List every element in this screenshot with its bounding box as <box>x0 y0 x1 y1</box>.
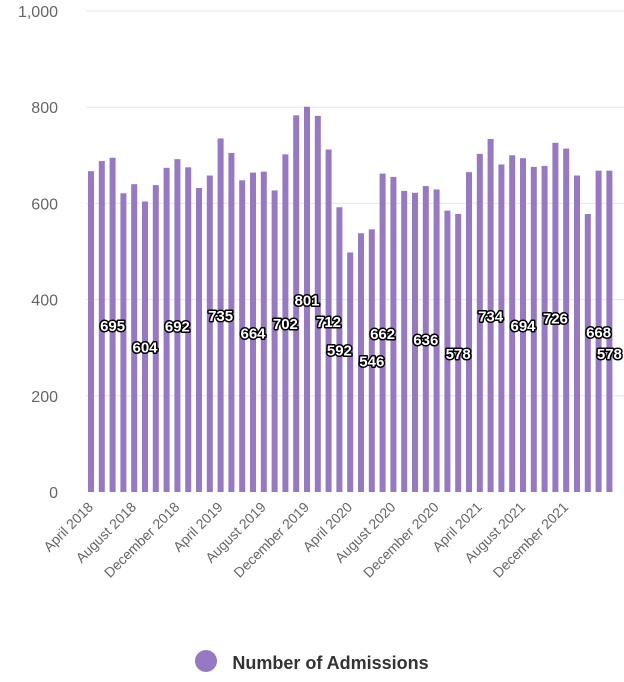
data-label: 668 <box>586 324 611 341</box>
y-tick-label: 0 <box>49 485 58 502</box>
data-label: 695 <box>100 318 125 335</box>
bar[interactable] <box>552 142 559 492</box>
bar[interactable] <box>455 213 462 492</box>
x-tick-label: December 2021 <box>490 499 572 581</box>
bar[interactable] <box>520 158 526 492</box>
bar[interactable] <box>401 190 408 493</box>
bar[interactable] <box>606 170 613 492</box>
bar[interactable] <box>390 176 397 492</box>
x-tick-label: December 2018 <box>101 499 183 581</box>
data-label: 801 <box>294 292 319 309</box>
bar[interactable] <box>563 148 570 493</box>
bar[interactable] <box>368 229 375 492</box>
y-tick-label: 800 <box>31 100 58 117</box>
bar[interactable] <box>239 180 246 492</box>
bar[interactable] <box>433 189 440 493</box>
bar[interactable] <box>336 207 343 493</box>
data-label: 735 <box>208 308 233 325</box>
legend-label: Number of Admissions <box>232 652 429 673</box>
bar[interactable] <box>293 115 300 492</box>
bar[interactable] <box>595 170 602 492</box>
bar[interactable] <box>574 175 580 492</box>
chart-legend[interactable]: Number of Admissions <box>0 650 624 674</box>
bar[interactable] <box>530 166 537 492</box>
bar[interactable] <box>260 171 267 493</box>
x-tick-label: December 2020 <box>360 499 442 581</box>
bar[interactable] <box>142 201 148 492</box>
bar[interactable] <box>347 252 354 492</box>
data-label: 734 <box>478 308 504 325</box>
legend-swatch <box>195 650 218 673</box>
data-label: 712 <box>316 314 341 331</box>
data-label: 578 <box>597 346 622 363</box>
bar[interactable] <box>271 190 278 492</box>
bar[interactable] <box>379 173 386 492</box>
bar[interactable] <box>174 159 181 492</box>
bar[interactable] <box>228 152 235 492</box>
y-tick-label: 400 <box>31 293 58 310</box>
bar[interactable] <box>541 165 548 492</box>
bar[interactable] <box>217 138 224 492</box>
bar[interactable] <box>509 155 516 493</box>
bar[interactable] <box>282 154 289 492</box>
bar[interactable] <box>325 149 332 492</box>
data-label: 546 <box>359 354 384 371</box>
data-label: 592 <box>327 343 352 360</box>
data-label: 702 <box>273 316 298 333</box>
bar[interactable] <box>584 213 591 492</box>
bar[interactable] <box>487 138 494 493</box>
bar[interactable] <box>314 115 321 492</box>
data-label: 726 <box>543 310 568 327</box>
data-label: 578 <box>446 346 471 363</box>
y-tick-label: 1,000 <box>18 4 58 21</box>
bar[interactable] <box>304 106 310 493</box>
bar[interactable] <box>444 210 451 493</box>
bar[interactable] <box>206 175 213 492</box>
bar[interactable] <box>163 167 170 492</box>
bar[interactable] <box>250 172 256 492</box>
bar[interactable] <box>98 161 105 492</box>
bar[interactable] <box>422 186 429 493</box>
data-label: 694 <box>510 318 536 335</box>
bar[interactable] <box>185 167 192 492</box>
data-label: 636 <box>413 332 438 349</box>
y-tick-label: 200 <box>31 389 58 406</box>
bar[interactable] <box>88 171 94 492</box>
bar[interactable] <box>412 192 418 492</box>
data-label: 692 <box>165 319 190 336</box>
data-label: 662 <box>370 326 395 343</box>
bar[interactable] <box>466 172 472 492</box>
bar[interactable] <box>196 188 202 492</box>
data-label: 664 <box>240 325 266 342</box>
x-tick-label: December 2019 <box>230 499 312 581</box>
bar[interactable] <box>498 164 505 492</box>
bar[interactable] <box>131 184 138 492</box>
bar[interactable] <box>109 157 116 492</box>
bar[interactable] <box>152 185 159 492</box>
bar[interactable] <box>358 233 364 493</box>
y-tick-label: 600 <box>31 196 58 213</box>
bar[interactable] <box>120 193 127 492</box>
data-label: 604 <box>132 340 158 357</box>
bar[interactable] <box>476 153 483 492</box>
